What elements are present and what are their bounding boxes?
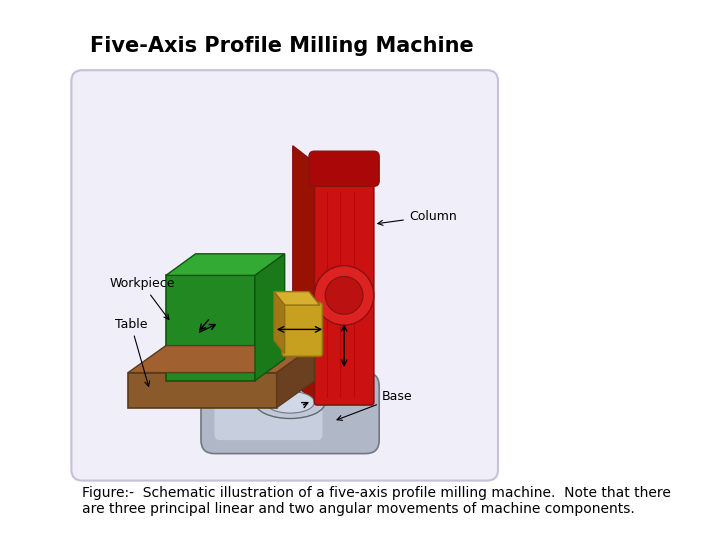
Text: Five-Axis Profile Milling Machine: Five-Axis Profile Milling Machine — [90, 36, 474, 56]
Polygon shape — [128, 346, 315, 373]
FancyBboxPatch shape — [201, 373, 379, 454]
Ellipse shape — [266, 392, 315, 413]
Circle shape — [325, 276, 363, 314]
FancyBboxPatch shape — [315, 162, 374, 405]
Text: Workpiece: Workpiece — [109, 277, 175, 320]
Circle shape — [315, 266, 374, 325]
FancyBboxPatch shape — [215, 397, 323, 440]
FancyBboxPatch shape — [282, 302, 323, 356]
Polygon shape — [276, 346, 315, 408]
Polygon shape — [274, 292, 284, 354]
Text: Base: Base — [337, 390, 413, 420]
Text: Figure:-  Schematic illustration of a five-axis profile milling machine.  Note t: Figure:- Schematic illustration of a fiv… — [82, 486, 671, 516]
FancyBboxPatch shape — [166, 275, 255, 381]
FancyBboxPatch shape — [128, 373, 276, 408]
FancyBboxPatch shape — [309, 151, 379, 186]
Text: Table: Table — [114, 318, 150, 386]
Polygon shape — [293, 146, 317, 402]
Polygon shape — [255, 254, 284, 381]
Polygon shape — [274, 292, 320, 305]
Text: Column: Column — [378, 210, 456, 225]
Polygon shape — [166, 254, 284, 275]
Ellipse shape — [255, 386, 325, 418]
FancyBboxPatch shape — [71, 70, 498, 481]
